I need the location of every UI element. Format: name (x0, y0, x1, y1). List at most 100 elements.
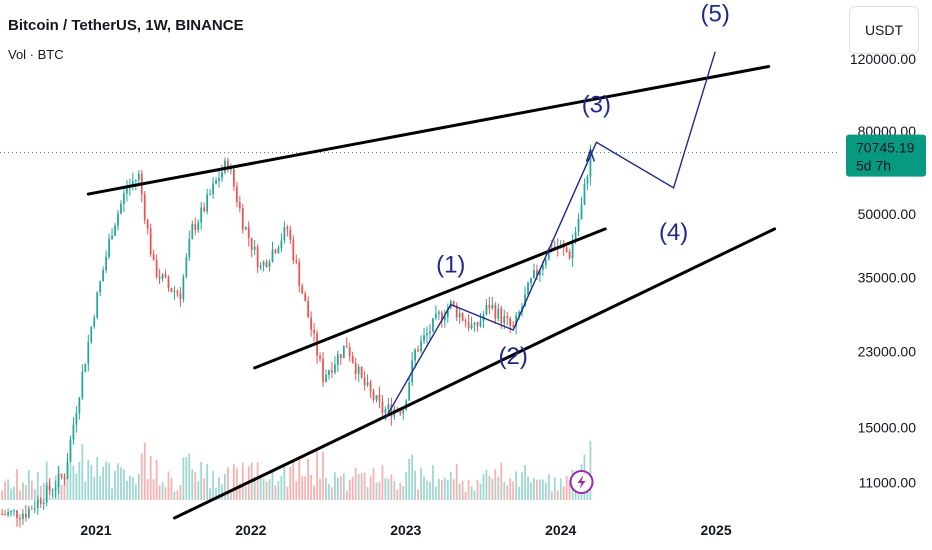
volume-bar (446, 479, 449, 500)
volume-bar (149, 456, 152, 500)
volume-bar (230, 492, 232, 500)
candle-body (408, 382, 411, 401)
candle-body (218, 177, 220, 181)
candle-body (461, 313, 464, 321)
volume-bar (547, 474, 550, 500)
volume-bar (45, 461, 48, 500)
candle-body (527, 282, 529, 295)
candle-body (60, 473, 63, 477)
currency-button[interactable]: USDT (849, 6, 919, 54)
candle-body (7, 512, 9, 515)
candle-body (515, 315, 518, 327)
volume-bar (283, 463, 286, 500)
candle-body (33, 507, 36, 509)
volume-bar (10, 488, 12, 500)
candle-body (289, 229, 292, 240)
candle-body (494, 305, 497, 319)
volume-bar (227, 467, 229, 500)
volume-bar (589, 440, 592, 500)
volume-bar (224, 473, 226, 500)
volume-bar (351, 476, 354, 500)
volume-bar (405, 471, 408, 500)
candle-body (524, 294, 526, 307)
volume-bar (155, 459, 158, 500)
candle-body (126, 188, 128, 194)
symbol-title[interactable]: Bitcoin / TetherUS, 1W, BINANCE (8, 17, 244, 34)
volume-bar (194, 472, 197, 500)
candle-body (173, 291, 176, 293)
volume-bar (541, 479, 544, 500)
volume-bar (393, 481, 396, 500)
candle-body (325, 374, 327, 382)
candle-body (366, 382, 369, 386)
candle-body (423, 335, 425, 341)
volume-bar (42, 482, 45, 500)
volume-bar (372, 468, 375, 500)
volume-bar (161, 481, 164, 500)
candle-body (301, 285, 304, 294)
candle-body (464, 320, 467, 323)
candle-body (238, 201, 241, 209)
volume-bar (1, 490, 4, 500)
candle-body (39, 499, 42, 504)
volume-bar (209, 488, 211, 500)
wave-arrow-icon (585, 148, 596, 162)
volume-bar (188, 453, 191, 500)
volume-bar (90, 464, 93, 500)
volume-bar (408, 458, 411, 500)
volume-bar (482, 473, 485, 500)
candle-body (81, 371, 84, 399)
candle-body (310, 317, 313, 330)
candle-body (13, 510, 15, 512)
volume-bar (81, 443, 84, 500)
volume-bar (553, 477, 556, 500)
volume-bar (491, 478, 494, 500)
candle-body (230, 169, 232, 171)
volume-bar (470, 486, 473, 500)
volume-bar (429, 481, 431, 500)
lightning-power-icon[interactable] (569, 470, 594, 494)
candle-body (66, 461, 69, 480)
trendline[interactable] (86, 65, 771, 196)
volume-bar (559, 478, 562, 500)
candle-body (161, 274, 164, 279)
candle-body (390, 404, 393, 417)
candle-body (191, 224, 194, 239)
candle-body (432, 318, 434, 332)
candle-body (307, 301, 310, 318)
volume-bar (440, 480, 443, 500)
candle-body (586, 176, 589, 184)
candle-body (247, 227, 250, 238)
candle-body (541, 265, 544, 270)
candle-body (334, 364, 336, 373)
volume-bar (328, 483, 330, 500)
volume-bar (72, 465, 75, 500)
candle-body (476, 322, 479, 327)
volume-bar (4, 480, 6, 500)
volume-indicator-label[interactable]: Vol · BTC (8, 47, 64, 62)
candle-body (268, 261, 271, 267)
candle-body (387, 404, 390, 410)
volume-bar (521, 472, 523, 500)
volume-bar (378, 482, 381, 500)
volume-bar (221, 484, 223, 500)
wave-label-2: (2) (498, 343, 527, 370)
volume-bar (93, 476, 96, 500)
volume-bar (102, 466, 105, 500)
candle-body (488, 305, 491, 309)
volume-bar (289, 466, 292, 500)
time-tick: 2024 (545, 522, 576, 538)
candle-body (298, 262, 301, 286)
volume-bar (494, 469, 497, 500)
current-price-value: 70745.19 (856, 140, 915, 156)
volume-bar (218, 477, 220, 500)
candle-body (221, 172, 223, 178)
current-price-tag[interactable]: 70745.19 5d 7h (846, 134, 926, 177)
wave-label-1: (1) (436, 252, 465, 279)
volume-bar (426, 480, 428, 500)
candle-body (381, 401, 384, 414)
candle-body (143, 194, 146, 220)
trendline[interactable] (253, 227, 607, 370)
trendline[interactable] (172, 227, 777, 520)
